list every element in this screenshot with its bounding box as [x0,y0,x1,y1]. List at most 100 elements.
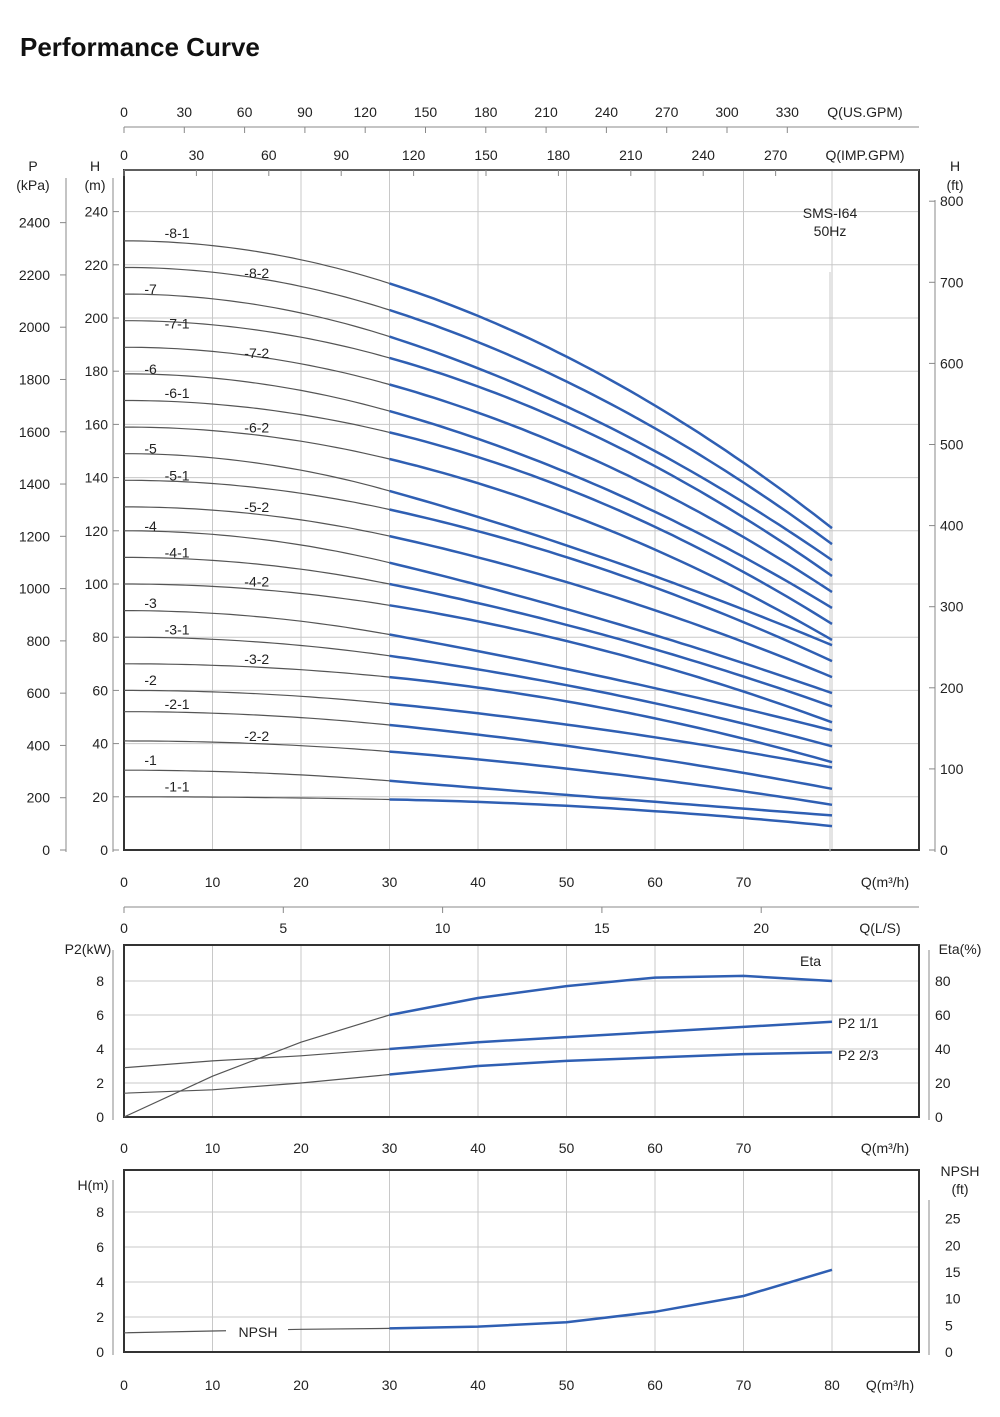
top-axis-tick-label: 90 [297,104,313,120]
top-axis-tick-label: 180 [474,104,498,120]
head-curve-blue [389,335,833,562]
npsh-label: NPSH [239,1324,278,1340]
pressure-tick-label: 2400 [19,215,50,231]
head-curve-gray [124,399,390,433]
x-tick-label: 10 [205,1377,221,1393]
npsh-curve-blue [389,1268,833,1330]
head-curve-blue [389,779,833,817]
head-curve-blue [389,654,833,748]
top-axis-tick-label: 5 [279,920,287,936]
x-tick-label: 0 [120,1140,128,1156]
x-tick-label: 60 [647,1377,663,1393]
head-curve-gray [124,293,390,338]
feet-tick-label: 400 [940,518,964,534]
power-axis-label: P2(kW) [65,941,112,957]
head-curve-blue [389,561,833,695]
power-tick-label: 2 [96,1075,104,1091]
efficiency-axis-label: Eta(%) [939,941,982,957]
head-curve-gray [124,453,390,492]
npsh-ft-tick-label: 0 [945,1344,953,1360]
series-label: -4-2 [244,574,269,590]
top-axis-tick-label: 60 [237,104,253,120]
feet-tick-label: 600 [940,355,964,371]
x-tick-label: 60 [647,874,663,890]
series-label: -1-1 [165,778,190,794]
power-curve-gray [123,1048,390,1069]
npsh-ft-axis-label: NPSH [941,1163,980,1179]
efficiency-tick-label: 40 [935,1041,951,1057]
head-curve-gray [124,346,390,386]
top-axis-tick-label: 270 [655,104,679,120]
top-axis-tick-label: 330 [776,104,800,120]
series-label: -2-2 [244,728,269,744]
head-tick-label: 200 [85,310,109,326]
head-curve-blue [389,409,833,609]
head-tick-label: 140 [85,470,109,486]
x-tick-label: 70 [736,874,752,890]
x-tick-label: 50 [559,874,575,890]
head-curve-gray [124,583,390,606]
head-curve-gray [124,769,390,782]
power-curve-blue [389,1020,833,1051]
x-tick-label: 70 [736,1140,752,1156]
head-curve-blue [389,582,833,708]
x-tick-label: 40 [470,1140,486,1156]
top-axis-tick-label: 0 [120,104,128,120]
series-label: -8-2 [244,265,269,281]
feet-tick-label: 300 [940,599,964,615]
npsh-m-tick-label: 4 [96,1274,104,1290]
head-curve-blue [389,508,833,663]
head-curve-gray [124,663,390,678]
top-axis-tick-label: 120 [402,147,426,163]
pressure-tick-label: 1000 [19,581,50,597]
head-curve-blue [389,702,833,769]
top-axis-tick-label: 240 [692,147,716,163]
power-tick-label: 4 [96,1041,104,1057]
head-curve-blue [389,356,833,578]
top-axis-tick-label: 300 [715,104,739,120]
head-curve-blue [389,675,833,764]
head-curve-gray [124,373,390,412]
head-curve-blue [389,282,833,530]
head-curve-blue [389,633,833,732]
feet-tick-label: 800 [940,193,964,209]
feet-tick-label: 200 [940,680,964,696]
top-axis-tick-label: 150 [414,104,438,120]
top-axis-tick-label: 210 [534,104,558,120]
npsh-ft-tick-label: 20 [945,1237,961,1253]
x-tick-label: 60 [647,1140,663,1156]
efficiency-tick-label: 20 [935,1075,951,1091]
series-label: -2-1 [165,696,190,712]
top-axis-tick-label: 30 [177,104,193,120]
pressure-tick-label: 200 [27,790,51,806]
feet-tick-label: 0 [940,842,948,858]
top-axis-tick-label: 210 [619,147,643,163]
head-tick-label: 180 [85,363,109,379]
head-curve-blue [389,723,833,791]
x-tick-label: 20 [293,874,309,890]
series-label: -6-2 [244,419,269,435]
series-label: -5-1 [165,467,190,483]
model-annotation: SMS-I64 [803,205,858,221]
x-tick-label: 0 [120,1377,128,1393]
npsh-ft-tick-label: 15 [945,1264,961,1280]
series-label: -6 [144,361,157,377]
head-curve-blue [389,750,833,807]
top-axis-tick-label: 150 [474,147,498,163]
pressure-tick-label: 2000 [19,319,50,335]
power-curve-blue [389,1051,833,1076]
head-curve-gray [124,636,390,657]
efficiency-tick-label: 0 [935,1109,943,1125]
head-tick-label: 60 [92,682,108,698]
top-axis-tick-label: 10 [435,920,451,936]
plot-frame [123,1169,920,1353]
head-tick-label: 20 [92,789,108,805]
pressure-tick-label: 600 [27,685,51,701]
pressure-tick-label: 2200 [19,267,50,283]
series-label: -3-1 [165,622,190,638]
plot-frame [123,944,920,1118]
top-axis-tick-label: 270 [764,147,788,163]
eta-label: Eta [800,953,821,969]
efficiency-tick-label: 60 [935,1007,951,1023]
top-axis-tick-label: 60 [261,147,277,163]
